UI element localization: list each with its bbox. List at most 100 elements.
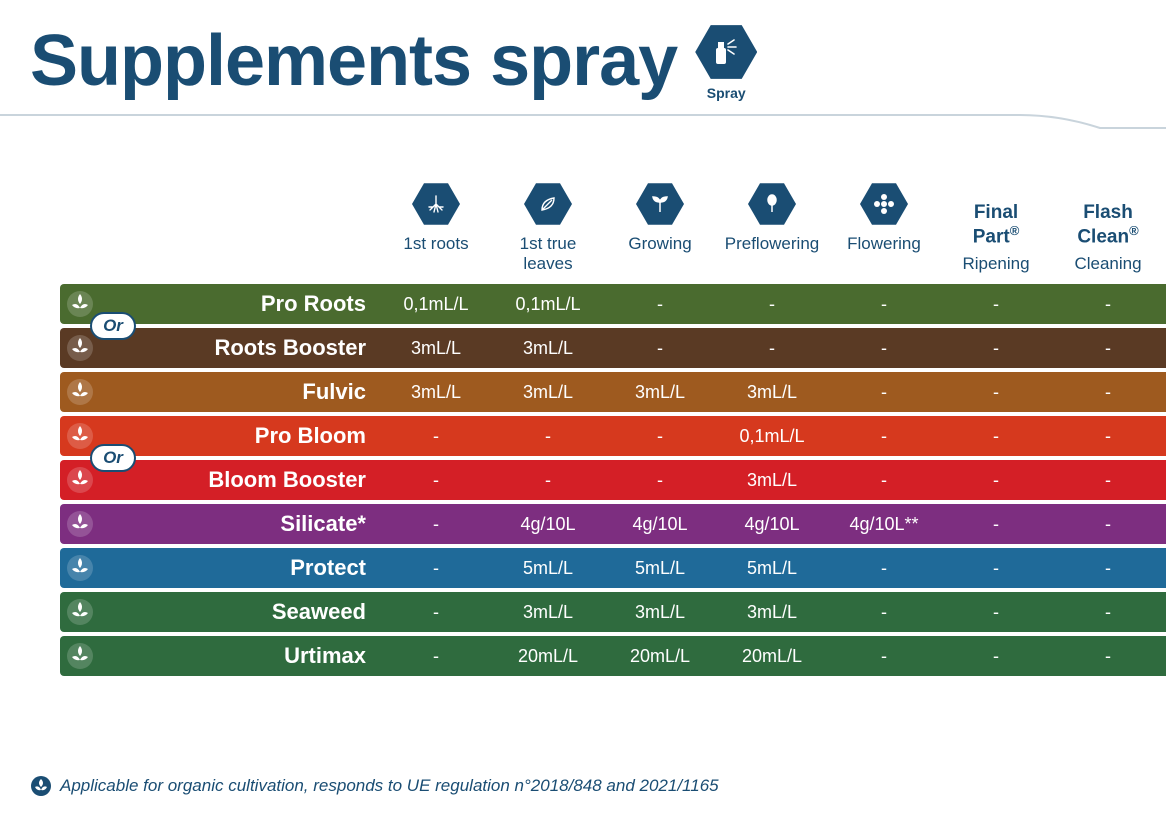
dose-cell: - <box>1052 426 1164 447</box>
organic-leaf-icon <box>66 334 94 362</box>
col-head-cleaning: FlashClean® Cleaning <box>1052 203 1164 274</box>
table-row: Seaweed-3mL/L3mL/L3mL/L--- <box>60 592 1166 632</box>
col-head-growing: Growing <box>604 180 716 274</box>
dose-cell: 0,1mL/L <box>492 294 604 315</box>
page-title: Supplements spray <box>30 20 677 102</box>
col-head-flowering: Flowering <box>828 180 940 274</box>
sprout-icon <box>636 180 684 228</box>
dose-cell: - <box>380 470 492 491</box>
product-name: Protect <box>290 555 366 581</box>
spray-badge-label: Spray <box>707 85 746 101</box>
footnote-text: Applicable for organic cultivation, resp… <box>60 776 719 796</box>
dose-cell: 20mL/L <box>492 646 604 667</box>
col-label: Growing <box>628 234 691 274</box>
dose-cell: - <box>940 646 1052 667</box>
dose-cell: 5mL/L <box>492 558 604 579</box>
product-name-cell: Urtimax <box>60 636 380 676</box>
dose-cell: - <box>828 338 940 359</box>
dose-cell: - <box>940 338 1052 359</box>
dose-cell: 4g/10L <box>604 514 716 535</box>
organic-leaf-icon <box>66 642 94 670</box>
flower-icon <box>860 180 908 228</box>
table-row: Pro Roots0,1mL/L0,1mL/L----- <box>60 284 1166 324</box>
product-name: Roots Booster <box>214 335 366 361</box>
dose-cell: - <box>1052 382 1164 403</box>
dose-cell: - <box>828 558 940 579</box>
dose-cell: - <box>940 470 1052 491</box>
dose-cell: - <box>828 470 940 491</box>
dose-cell: - <box>492 470 604 491</box>
feeding-chart: 1st roots 1st true leaves Growing Preflo… <box>60 180 1166 680</box>
dose-cell: - <box>380 646 492 667</box>
column-headers: 1st roots 1st true leaves Growing Preflo… <box>60 180 1166 274</box>
dose-cell: 20mL/L <box>716 646 828 667</box>
dose-cell: 3mL/L <box>716 602 828 623</box>
dose-cell: 4g/10L** <box>828 514 940 535</box>
dose-cell: - <box>828 646 940 667</box>
product-name: Urtimax <box>284 643 366 669</box>
footnote: Applicable for organic cultivation, resp… <box>30 775 719 797</box>
dose-cell: 4g/10L <box>492 514 604 535</box>
dose-cell: 20mL/L <box>604 646 716 667</box>
table-row: Roots Booster3mL/L3mL/L----- <box>60 328 1166 368</box>
table-row: Pro Bloom---0,1mL/L--- <box>60 416 1166 456</box>
dose-cell: 3mL/L <box>492 602 604 623</box>
dose-cell: - <box>828 382 940 403</box>
dose-cell: - <box>380 558 492 579</box>
dose-cell: 3mL/L <box>380 382 492 403</box>
dose-cell: - <box>1052 558 1164 579</box>
dose-cell: - <box>604 338 716 359</box>
dose-cell: 3mL/L <box>492 338 604 359</box>
col-head-first-true-leaves: 1st true leaves <box>492 180 604 274</box>
organic-leaf-icon <box>66 378 94 406</box>
or-badge: Or <box>90 444 136 472</box>
dose-cell: 3mL/L <box>604 382 716 403</box>
dose-cell: - <box>1052 470 1164 491</box>
dose-cell: - <box>380 602 492 623</box>
dose-cell: - <box>1052 514 1164 535</box>
dose-cell: - <box>828 602 940 623</box>
dose-cell: - <box>380 514 492 535</box>
dose-cell: 3mL/L <box>380 338 492 359</box>
dose-cell: 5mL/L <box>716 558 828 579</box>
col-head-preflowering: Preflowering <box>716 180 828 274</box>
dose-cell: 3mL/L <box>716 382 828 403</box>
roots-icon <box>412 180 460 228</box>
product-name: Pro Bloom <box>255 423 366 449</box>
or-badge: Or <box>90 312 136 340</box>
dose-cell: - <box>1052 602 1164 623</box>
table-row: Urtimax-20mL/L20mL/L20mL/L--- <box>60 636 1166 676</box>
table-row: Fulvic3mL/L3mL/L3mL/L3mL/L--- <box>60 372 1166 412</box>
organic-leaf-icon <box>30 775 52 797</box>
col-label: 1st true leaves <box>520 234 577 274</box>
product-name-cell: Silicate* <box>60 504 380 544</box>
dose-cell: - <box>828 426 940 447</box>
organic-leaf-icon <box>66 290 94 318</box>
dose-cell: 0,1mL/L <box>380 294 492 315</box>
dose-cell: - <box>1052 294 1164 315</box>
dose-cell: - <box>940 382 1052 403</box>
flash-clean-product: FlashClean® <box>1077 203 1138 248</box>
dose-cell: - <box>380 426 492 447</box>
product-name: Pro Roots <box>261 291 366 317</box>
product-name-cell: Protect <box>60 548 380 588</box>
dose-cell: - <box>940 514 1052 535</box>
col-label: Ripening <box>962 254 1029 274</box>
table-row: Silicate*-4g/10L4g/10L4g/10L4g/10L**-- <box>60 504 1166 544</box>
col-label: Flowering <box>847 234 921 274</box>
product-name-cell: Fulvic <box>60 372 380 412</box>
col-head-first-roots: 1st roots <box>380 180 492 274</box>
dose-cell: - <box>604 294 716 315</box>
dose-cell: - <box>716 338 828 359</box>
dose-cell: 5mL/L <box>604 558 716 579</box>
header: Supplements spray Spray <box>0 0 1166 112</box>
dose-cell: 3mL/L <box>604 602 716 623</box>
organic-leaf-icon <box>66 510 94 538</box>
organic-leaf-icon <box>66 466 94 494</box>
organic-leaf-icon <box>66 554 94 582</box>
dose-cell: 4g/10L <box>716 514 828 535</box>
col-label: 1st roots <box>403 234 468 274</box>
dose-cell: - <box>940 602 1052 623</box>
dose-cell: 3mL/L <box>492 382 604 403</box>
col-label: Cleaning <box>1074 254 1141 274</box>
